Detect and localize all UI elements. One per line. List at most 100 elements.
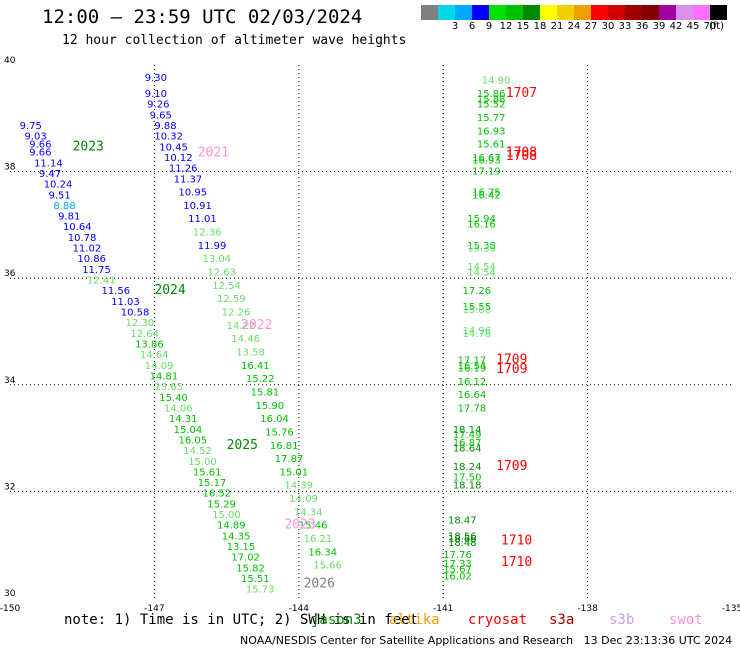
y-tick-label: 34 — [4, 376, 16, 386]
data-point-label: 15.66 — [313, 561, 342, 572]
legend-label: 70 — [703, 21, 717, 32]
data-point-label: 16.19 — [458, 363, 487, 374]
data-point-label: 15.29 — [207, 499, 236, 510]
x-tick-label: -135 — [722, 604, 740, 614]
data-point-label: 11.02 — [73, 244, 102, 255]
data-point-label: 10.24 — [44, 180, 73, 191]
legend-label: 24 — [567, 21, 581, 32]
data-point-label: 18.56 — [448, 531, 477, 542]
satellite-name-s3b: s3b — [609, 612, 635, 628]
data-point-label: 14.96 — [462, 326, 491, 337]
data-point-label: 15.52 — [477, 100, 506, 111]
data-point-label: 15.73 — [246, 585, 275, 596]
data-point-label: 9.88 — [154, 121, 176, 132]
data-point-label: 11.37 — [174, 174, 203, 185]
data-point-label: 16.42 — [472, 190, 501, 201]
data-point-label: 11.99 — [198, 241, 227, 252]
data-point-label: 15.86 — [477, 89, 506, 100]
legend-label: 6 — [468, 21, 476, 32]
x-tick-label: -138 — [577, 604, 598, 614]
data-point-label: 14.35 — [222, 531, 251, 542]
legend-swatch — [472, 5, 489, 20]
data-point-label: 9.51 — [49, 190, 71, 201]
data-point-label: 11.75 — [82, 265, 111, 276]
data-point-label: 17.17 — [458, 355, 487, 366]
track-annotation: 2023 — [73, 139, 104, 154]
x-tick-label: -147 — [144, 604, 164, 614]
chart-subtitle: 12 hour collection of altimeter wave hei… — [62, 33, 407, 48]
track-annotation: 2024 — [154, 283, 185, 298]
data-point-label: 15.40 — [159, 393, 188, 404]
x-tick-label: -150 — [0, 604, 20, 614]
legend-swatch — [489, 5, 506, 20]
data-point-label: 16.05 — [178, 435, 207, 446]
y-tick-label: 40 — [4, 56, 16, 66]
data-point-label: 17.76 — [443, 550, 472, 561]
data-point-label: 14.78 — [462, 329, 491, 340]
chart-title: 12:00 – 23:59 UTC 02/03/2024 — [42, 6, 363, 28]
track-annotation: 1709 — [496, 459, 527, 474]
track-annotation: 1709 — [496, 362, 527, 377]
legend-swatch — [540, 5, 557, 20]
legend-swatch — [421, 5, 438, 20]
data-point-label: 15.38 — [467, 241, 496, 252]
legend-swatch — [557, 5, 574, 20]
track-annotation: 1710 — [501, 555, 532, 570]
data-point-label: 14.54 — [467, 262, 496, 273]
data-point-label: 15.61 — [477, 140, 506, 151]
data-point-label: 9.66 — [29, 148, 51, 159]
legend-label: 36 — [635, 21, 649, 32]
satellite-name-swot: swot — [669, 612, 703, 628]
data-point-label: 13.58 — [236, 347, 265, 358]
data-point-label: 18.18 — [453, 481, 482, 492]
y-tick-label: 30 — [4, 589, 16, 599]
data-point-label: 15.55 — [462, 302, 491, 313]
legend-label: 9 — [485, 21, 493, 32]
legend-label: 3 — [451, 21, 459, 32]
data-point-label: 17.50 — [453, 473, 482, 484]
y-tick-label: 36 — [4, 269, 16, 279]
data-point-label: 15.46 — [299, 521, 328, 532]
data-point-label: 16.02 — [443, 571, 472, 582]
data-point-label: 13.04 — [203, 254, 232, 265]
data-point-label: 17.02 — [231, 553, 260, 564]
color-scale-legend — [421, 5, 727, 20]
track-annotation: 1710 — [501, 534, 532, 549]
legend-swatch — [659, 5, 676, 20]
data-point-label: 11.14 — [34, 158, 63, 169]
data-point-label: 14.54 — [467, 268, 496, 279]
data-point-label: 15.17 — [198, 478, 227, 489]
track-annotation: 2025 — [227, 438, 258, 453]
data-point-label: 18.47 — [448, 515, 477, 526]
legend-swatch — [438, 5, 455, 20]
x-tick-label: -144 — [289, 604, 310, 614]
data-point-label: 15.82 — [236, 563, 265, 574]
data-point-label: 16.41 — [241, 361, 270, 372]
data-point-label: 15.04 — [174, 425, 203, 436]
data-point-label: 14.52 — [183, 446, 212, 457]
data-point-label: 14.64 — [140, 350, 169, 361]
data-point-label: 12.63 — [207, 268, 236, 279]
legend-swatch — [455, 5, 472, 20]
legend-label: 39 — [652, 21, 666, 32]
data-point-label: 11.03 — [111, 297, 140, 308]
data-point-label: 13.86 — [135, 339, 164, 350]
legend-label: 21 — [550, 21, 564, 32]
data-point-label: 14.90 — [482, 76, 511, 87]
track-annotation: 2026 — [304, 576, 335, 591]
data-point-label: 17.19 — [472, 166, 501, 177]
legend-label: 30 — [601, 21, 615, 32]
data-point-label: 14.06 — [164, 403, 193, 414]
legend-label: 27 — [584, 21, 598, 32]
data-point-label: 15.22 — [246, 374, 275, 385]
legend-swatch — [625, 5, 642, 20]
track-annotation: 2023 — [284, 518, 315, 533]
legend-label: 15 — [516, 21, 530, 32]
data-point-label: 15.86 — [462, 305, 491, 316]
data-point-label: 12.54 — [212, 281, 241, 292]
data-point-label: 15.81 — [251, 387, 280, 398]
data-point-label: 16.52 — [203, 489, 232, 500]
data-point-label: 13.65 — [154, 382, 183, 393]
data-point-label: 9.26 — [147, 100, 169, 111]
